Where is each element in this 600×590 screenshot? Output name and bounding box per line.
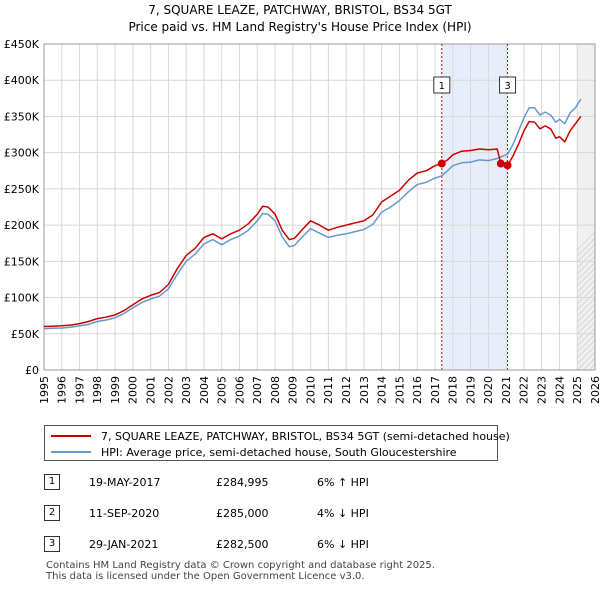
price-chart: 7, SQUARE LEAZE, PATCHWAY, BRISTOL, BS34… (4, 3, 600, 404)
legend-swatch-hpi (51, 451, 91, 453)
transaction-date: 29-JAN-2021 (89, 538, 159, 551)
chart-title: 7, SQUARE LEAZE, PATCHWAY, BRISTOL, BS34… (148, 3, 452, 17)
legend-label-property: 7, SQUARE LEAZE, PATCHWAY, BRISTOL, BS34… (101, 429, 510, 443)
plot-border (43, 43, 596, 371)
sale-point (496, 159, 505, 168)
y-tick-label: £50K (11, 328, 40, 341)
x-tick-label: 2026 (589, 376, 600, 404)
transaction-price: £282,500 (216, 538, 269, 551)
y-tick-label: £250K (4, 183, 40, 196)
x-tick-label: 2025 (571, 376, 584, 404)
marker-box (499, 76, 517, 94)
transaction-hpi: 6% ↓ HPI (317, 538, 369, 551)
x-tick-label: 2007 (251, 376, 264, 404)
x-tick-label: 1997 (73, 376, 86, 404)
x-tick-label: 2018 (447, 376, 460, 404)
table-row: 2 11-SEP-2020 £285,000 4% ↓ HPI (44, 503, 444, 523)
transaction-price: £285,000 (216, 507, 269, 520)
transaction-price: £284,995 (216, 476, 269, 489)
x-tick-label: 1996 (56, 376, 69, 404)
transaction-number: 2 (44, 505, 60, 521)
y-tick-label: £100K (4, 292, 40, 305)
y-tick-label: £200K (4, 219, 40, 232)
y-tick-label: £350K (4, 110, 40, 123)
table-row: 1 19-MAY-2017 £284,995 6% ↑ HPI (44, 472, 444, 492)
legend-label-hpi: HPI: Average price, semi-detached house,… (101, 445, 457, 459)
x-tick-label: 2020 (482, 376, 495, 404)
transaction-number: 3 (44, 536, 60, 552)
x-tick-label: 2014 (376, 376, 389, 404)
y-tick-label: £0 (25, 364, 39, 377)
forecast-hatch (577, 303, 596, 323)
legend-swatch-property (51, 435, 91, 437)
forecast-region (577, 44, 595, 370)
series-line-property (43, 115, 582, 328)
y-tick-label: £150K (4, 255, 40, 268)
legend: 7, SQUARE LEAZE, PATCHWAY, BRISTOL, BS34… (44, 425, 510, 461)
forecast-hatch (577, 309, 596, 329)
x-tick-label: 2010 (304, 376, 317, 404)
footer-copyright: Contains HM Land Registry data © Crown c… (46, 560, 435, 571)
forecast-hatch (594, 369, 596, 370)
x-tick-label: 2011 (322, 376, 335, 404)
x-tick-label: 2019 (464, 376, 477, 404)
series-line-hpi (43, 98, 582, 330)
legend-item-property: 7, SQUARE LEAZE, PATCHWAY, BRISTOL, BS34… (51, 428, 510, 444)
transaction-date: 19-MAY-2017 (89, 476, 161, 489)
x-tick-label: 2006 (233, 376, 246, 404)
transaction-date: 11-SEP-2020 (89, 507, 160, 520)
x-tick-label: 2009 (287, 376, 300, 404)
legend-item-hpi: HPI: Average price, semi-detached house,… (51, 444, 457, 460)
x-tick-label: 2012 (340, 376, 353, 404)
x-tick-label: 2003 (180, 376, 193, 404)
x-tick-label: 2017 (429, 376, 442, 404)
y-tick-label: £450K (4, 38, 40, 51)
x-tick-label: 2008 (269, 376, 282, 404)
x-tick-label: 2002 (162, 376, 175, 404)
marker-box (433, 76, 451, 94)
transaction-hpi: 4% ↓ HPI (317, 507, 369, 520)
x-tick-label: 1999 (109, 376, 122, 404)
y-tick-label: £300K (4, 147, 40, 160)
x-tick-label: 1998 (91, 376, 104, 404)
x-tick-label: 2001 (144, 376, 157, 404)
x-tick-label: 2022 (518, 376, 531, 404)
shaded-period (441, 44, 508, 370)
table-row: 3 29-JAN-2021 £282,500 6% ↓ HPI (44, 534, 444, 554)
sale-point (437, 159, 446, 168)
x-tick-label: 2005 (216, 376, 229, 404)
x-tick-label: 2021 (500, 376, 513, 404)
x-tick-label: 2004 (198, 376, 211, 404)
y-tick-label: £400K (4, 74, 40, 87)
sale-point (503, 161, 512, 170)
footer: Contains HM Land Registry data © Crown c… (46, 560, 435, 582)
x-tick-label: 1995 (38, 376, 51, 404)
transaction-hpi: 6% ↑ HPI (317, 476, 369, 489)
marker-label: 1 (439, 81, 445, 92)
x-tick-label: 2015 (393, 376, 406, 404)
x-tick-label: 2000 (127, 376, 140, 404)
x-tick-label: 2024 (553, 376, 566, 404)
marker-label: 3 (504, 81, 510, 92)
footer-licence: This data is licensed under the Open Gov… (46, 571, 365, 582)
x-tick-label: 2016 (411, 376, 424, 404)
transaction-number: 1 (44, 474, 60, 490)
chart-subtitle: Price paid vs. HM Land Registry's House … (128, 20, 471, 34)
x-tick-label: 2023 (536, 376, 549, 404)
x-tick-label: 2013 (358, 376, 371, 404)
